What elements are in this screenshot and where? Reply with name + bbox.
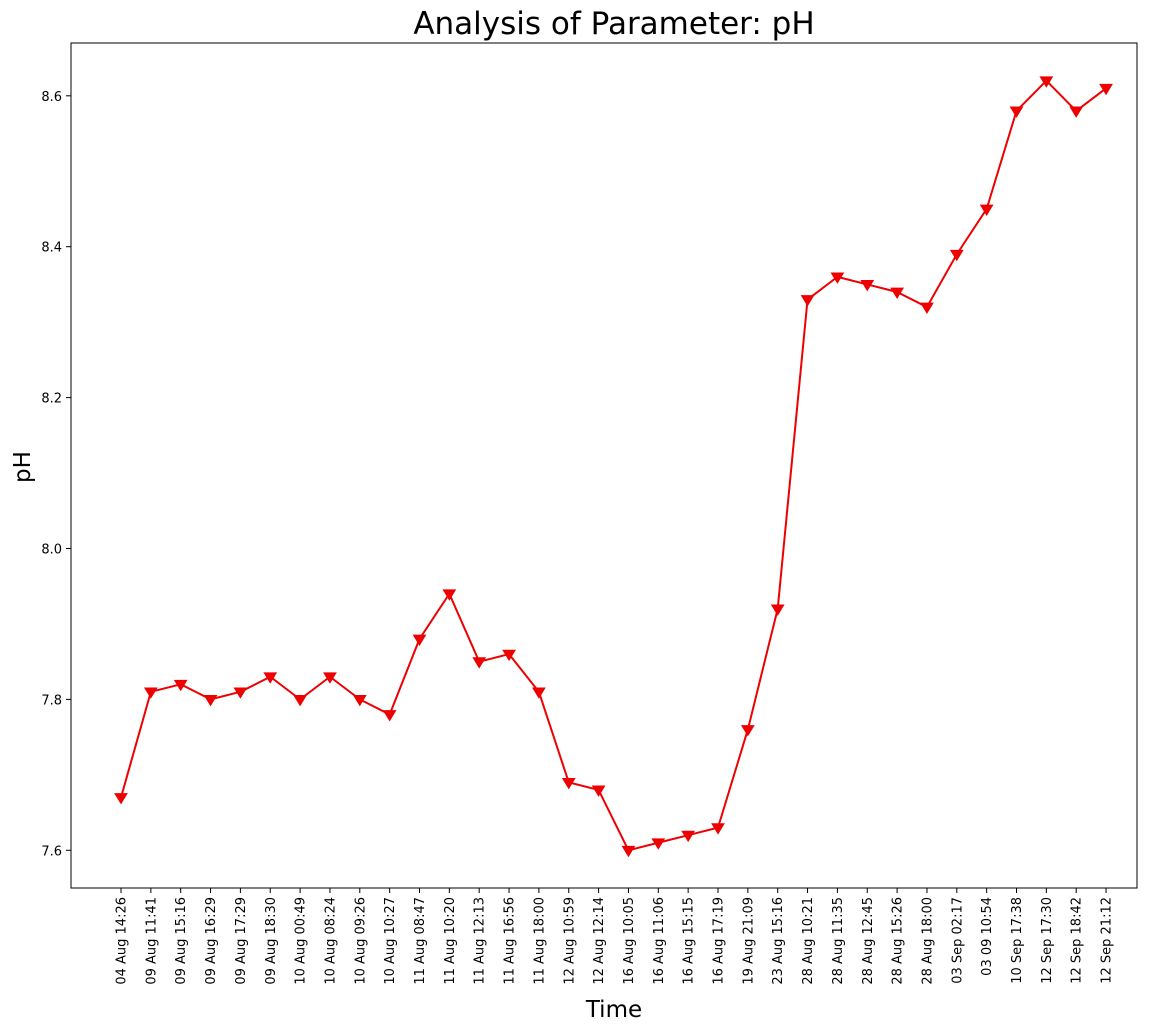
x-tick-label: 10 Aug 09:26 — [353, 897, 368, 985]
y-tick-label: 8.6 — [41, 90, 62, 105]
data-point — [502, 649, 516, 662]
data-point — [651, 838, 666, 850]
x-tick-label: 10 Aug 00:49 — [294, 897, 309, 985]
ph-series — [114, 76, 1113, 858]
data-point — [920, 302, 934, 315]
data-point — [382, 710, 397, 722]
x-tick-label: 12 Sep 21:12 — [1100, 897, 1115, 984]
x-tick-label: 16 Aug 17:19 — [712, 897, 727, 985]
x-tick-label: 23 Aug 15:16 — [771, 897, 786, 985]
x-tick-label: 28 Aug 18:00 — [920, 897, 935, 985]
x-tick-label: 09 Aug 11:41 — [144, 897, 159, 985]
x-tick-label: 09 Aug 17:29 — [234, 897, 249, 985]
y-axis: 7.6 7.8 8.0 8.2 8.4 8.6 — [41, 90, 71, 859]
data-point — [561, 777, 576, 790]
data-point — [800, 295, 815, 307]
x-tick-label: 16 Aug 15:15 — [682, 897, 697, 985]
x-tick-label: 12 Sep 17:30 — [1040, 897, 1055, 984]
data-point — [203, 694, 218, 707]
data-point — [1099, 83, 1113, 96]
data-point — [532, 687, 546, 699]
x-tick-label: 11 Aug 10:20 — [443, 897, 458, 985]
data-point — [979, 204, 994, 216]
x-tick-label: 11 Aug 16:56 — [503, 897, 518, 985]
x-tick-label: 28 Aug 10:21 — [801, 897, 816, 985]
x-tick-label: 10 Aug 10:27 — [383, 897, 398, 985]
x-tick-label: 16 Aug 11:06 — [652, 897, 667, 985]
data-point — [1069, 106, 1084, 118]
data-point — [1039, 76, 1054, 88]
data-point — [770, 604, 785, 616]
x-tick-label: 09 Aug 15:16 — [174, 897, 189, 985]
data-point — [949, 249, 964, 262]
chart-title: Analysis of Parameter: pH — [413, 6, 814, 42]
x-axis-label: Time — [585, 997, 642, 1023]
ph-series-line — [120, 79, 1107, 852]
data-point — [323, 672, 337, 684]
y-tick-label: 8.2 — [41, 392, 62, 407]
data-point — [711, 823, 725, 835]
data-point — [173, 679, 188, 692]
data-point — [591, 785, 606, 797]
data-point — [412, 634, 427, 646]
data-point — [1009, 106, 1024, 118]
x-tick-label: 12 Aug 12:14 — [592, 897, 607, 985]
data-point — [681, 830, 696, 843]
y-tick-label: 8.4 — [41, 241, 62, 256]
data-point — [143, 687, 158, 699]
x-tick-label: 12 Aug 10:59 — [562, 897, 577, 985]
x-tick-label: 09 Aug 16:29 — [204, 897, 219, 985]
y-axis-label: pH — [10, 451, 36, 483]
x-tick-label: 19 Aug 21:09 — [741, 897, 756, 985]
x-tick-label: 28 Aug 12:45 — [861, 897, 876, 985]
x-tick-label: 16 Aug 10:05 — [622, 897, 637, 985]
data-point — [860, 280, 875, 292]
x-tick-label: 28 Aug 11:35 — [831, 897, 846, 985]
x-tick-label: 03 Sep 02:17 — [950, 897, 965, 984]
x-tick-label: 04 Aug 14:26 — [115, 897, 130, 985]
data-point — [621, 845, 636, 858]
x-tick-label: 09 Aug 18:30 — [264, 897, 279, 985]
x-axis: 04 Aug 14:26 09 Aug 11:41 09 Aug 15:16 09 A… — [115, 888, 1115, 985]
data-point — [472, 657, 487, 669]
data-point — [352, 694, 367, 707]
x-tick-label: 11 Aug 08:47 — [413, 897, 428, 985]
data-point — [263, 672, 278, 684]
data-point — [233, 687, 248, 699]
data-point — [114, 793, 128, 805]
y-tick-label: 7.8 — [41, 693, 62, 708]
data-point — [890, 287, 904, 299]
x-tick-label: 28 Aug 15:26 — [891, 897, 906, 985]
y-tick-label: 7.6 — [41, 844, 62, 859]
x-tick-label: 03 09 10:54 — [980, 897, 995, 976]
data-point — [830, 272, 845, 284]
x-tick-label: 11 Aug 12:13 — [473, 897, 488, 985]
x-tick-label: 10 Aug 08:24 — [323, 897, 338, 985]
x-tick-label: 11 Aug 18:00 — [532, 897, 547, 985]
x-tick-label: 12 Sep 18:42 — [1070, 897, 1085, 984]
data-point — [442, 589, 457, 601]
y-tick-label: 8.0 — [41, 542, 62, 557]
plot-frame — [70, 42, 1138, 889]
x-tick-label: 10 Sep 17:38 — [1010, 897, 1025, 984]
plot-area — [71, 43, 1137, 888]
data-point — [293, 694, 307, 707]
data-point — [740, 725, 755, 737]
